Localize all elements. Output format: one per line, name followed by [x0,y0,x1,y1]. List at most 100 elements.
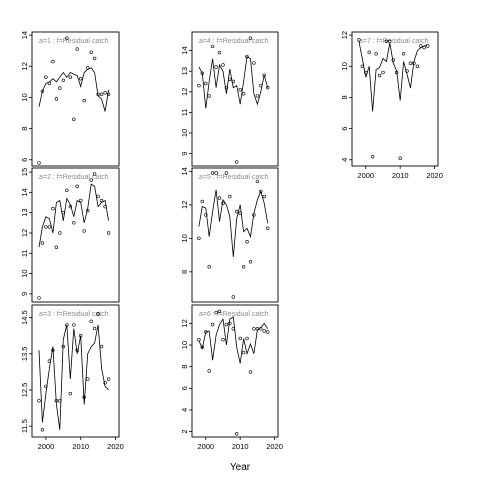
data-point [224,85,229,90]
panel-frame [31,304,120,438]
data-point [207,265,211,269]
y-tick-label: 10 [180,234,189,242]
data-point [395,70,399,75]
data-point [248,36,253,40]
data-point [51,348,55,352]
data-point [51,59,55,64]
data-point [221,201,225,205]
panel-3: 4 6 8 10 12 2000 2010 2020 a=7 : f=Residual catc… [340,31,443,180]
y-tick-label: 12 [180,88,189,96]
y-tick-label: 11.5 [20,419,29,433]
data-point [231,79,236,84]
data-point [92,172,97,176]
y-tick-label: 14 [180,167,189,175]
data-point [367,50,371,54]
data-point [255,327,260,331]
panel-frame [351,31,439,167]
data-point [207,369,211,373]
y-tick-label: 4 [340,158,349,162]
data-point [44,384,48,389]
data-point [58,86,62,90]
data-point [388,39,392,43]
data-point [255,94,260,98]
y-tick-label: 6 [340,127,349,131]
data-point [78,76,83,81]
data-point [37,399,41,403]
data-point [96,92,100,97]
panel-label: a=2 : f=Residual catch [39,174,109,181]
data-point [68,204,73,209]
data-point [85,66,90,70]
y-tick-label: 9 [180,152,189,156]
data-point [204,330,208,334]
data-point [214,310,218,315]
data-point [47,359,52,363]
data-point [54,399,59,403]
data-point [231,327,236,331]
y-tick-label: 8 [20,127,29,131]
data-point [103,91,107,95]
data-point [238,211,242,215]
data-point [106,377,111,381]
data-point [58,231,62,235]
data-point [426,44,430,48]
data-point [92,326,97,331]
x-tick-label: 2020 [266,442,283,451]
y-tick-label: 13 [20,208,29,216]
y-tick-label: 14.5 [20,310,29,325]
data-point [197,83,201,88]
data-point [266,85,270,90]
panel-6: 11.5 12.5 13.5 14.5 2000 2010 2020 a=3 : f=Resi… [20,304,124,451]
data-point [54,97,59,101]
y-tick-label: 11 [180,109,189,117]
x-tick-label: 2000 [357,171,374,180]
y-tick-label: 8 [340,95,349,99]
data-point [241,92,246,96]
data-point [235,432,239,436]
data-point [61,211,65,215]
data-point [47,81,52,86]
panel-label: a=4 : f=Residual catch [199,38,269,45]
data-point [235,160,239,164]
y-tick-label: 12.5 [20,383,29,398]
panel-4: 9 10 11 12 13 14 15 a=2 : f=Residual catch [20,167,120,303]
data-point [255,179,260,184]
fitted-line [38,183,109,248]
data-point [377,73,382,78]
data-point [217,196,222,200]
data-point [408,61,413,65]
panel-label: a=1 : f=Residual catch [39,38,109,45]
data-point [252,61,256,65]
data-point [75,47,79,51]
x-tick-label: 2020 [107,442,124,451]
panel-1: 6 8 10 12 14 a=1 : f=Residual catch [20,31,120,167]
y-tick-label: 12 [340,31,349,39]
data-point [210,322,215,327]
data-point [37,296,41,300]
data-point [72,221,76,225]
data-point [65,323,69,327]
y-tick-label: 4 [180,408,189,412]
data-point [96,194,100,199]
data-point [99,92,104,97]
data-point [61,78,65,83]
data-point [210,44,215,49]
data-point [89,319,93,323]
x-tick-label: 2010 [392,171,409,180]
panel-label: a=5 : f=Residual catch [199,174,269,181]
data-point [224,322,229,327]
x-tick-label: 2020 [426,171,443,180]
y-tick-label: 2 [180,430,189,434]
data-point [197,337,201,342]
data-point [106,231,111,235]
data-point [398,156,402,160]
data-point [214,171,218,175]
data-point [262,194,266,199]
data-point [89,178,93,182]
y-tick-label: 10 [20,269,29,277]
data-point [78,334,83,338]
data-point [85,377,90,381]
data-point [231,295,236,299]
